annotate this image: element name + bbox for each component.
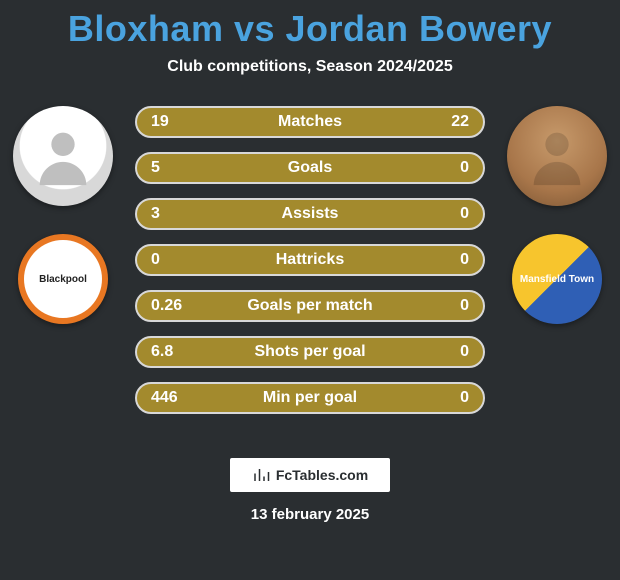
stat-right-value: 0 xyxy=(460,205,469,223)
stat-row: 19Matches22 xyxy=(135,106,485,138)
stats-list: 19Matches225Goals03Assists00Hattricks00.… xyxy=(135,106,485,414)
stat-row: 446Min per goal0 xyxy=(135,382,485,414)
bar-chart-icon xyxy=(252,466,270,484)
left-player-column: Blackpool xyxy=(8,106,118,324)
right-club-logo: Mansfield Town xyxy=(512,234,602,324)
person-icon xyxy=(522,121,592,191)
footer-date: 13 february 2025 xyxy=(0,506,620,523)
stat-label: Goals per match xyxy=(137,297,483,315)
stat-row: 0Hattricks0 xyxy=(135,244,485,276)
stat-right-value: 22 xyxy=(451,113,469,131)
stat-label: Shots per goal xyxy=(137,343,483,361)
page-title: Bloxham vs Jordan Bowery xyxy=(0,0,620,50)
stat-row: 3Assists0 xyxy=(135,198,485,230)
stat-label: Assists xyxy=(137,205,483,223)
stat-label: Hattricks xyxy=(137,251,483,269)
stat-right-value: 0 xyxy=(460,343,469,361)
stat-label: Goals xyxy=(137,159,483,177)
stat-right-value: 0 xyxy=(460,389,469,407)
stat-left-value: 0 xyxy=(151,251,160,269)
stat-right-value: 0 xyxy=(460,159,469,177)
right-club-label: Mansfield Town xyxy=(520,274,594,285)
stat-left-value: 19 xyxy=(151,113,169,131)
stat-left-value: 446 xyxy=(151,389,178,407)
footer-brand: FcTables.com xyxy=(230,458,390,492)
left-club-label: Blackpool xyxy=(39,274,87,285)
stat-left-value: 0.26 xyxy=(151,297,182,315)
person-icon xyxy=(28,121,98,191)
stat-left-value: 5 xyxy=(151,159,160,177)
stat-row: 0.26Goals per match0 xyxy=(135,290,485,322)
right-player-column: Mansfield Town xyxy=(502,106,612,324)
stat-label: Min per goal xyxy=(137,389,483,407)
comparison-content: Blackpool Mansfield Town 19Matches225Goa… xyxy=(0,106,620,436)
stat-left-value: 6.8 xyxy=(151,343,173,361)
stat-row: 5Goals0 xyxy=(135,152,485,184)
footer-brand-text: FcTables.com xyxy=(276,467,368,483)
page-subtitle: Club competitions, Season 2024/2025 xyxy=(0,58,620,76)
stat-label: Matches xyxy=(137,113,483,131)
stat-left-value: 3 xyxy=(151,205,160,223)
stat-right-value: 0 xyxy=(460,251,469,269)
right-player-photo xyxy=(507,106,607,206)
left-club-logo: Blackpool xyxy=(18,234,108,324)
stat-row: 6.8Shots per goal0 xyxy=(135,336,485,368)
stat-right-value: 0 xyxy=(460,297,469,315)
left-player-photo xyxy=(13,106,113,206)
